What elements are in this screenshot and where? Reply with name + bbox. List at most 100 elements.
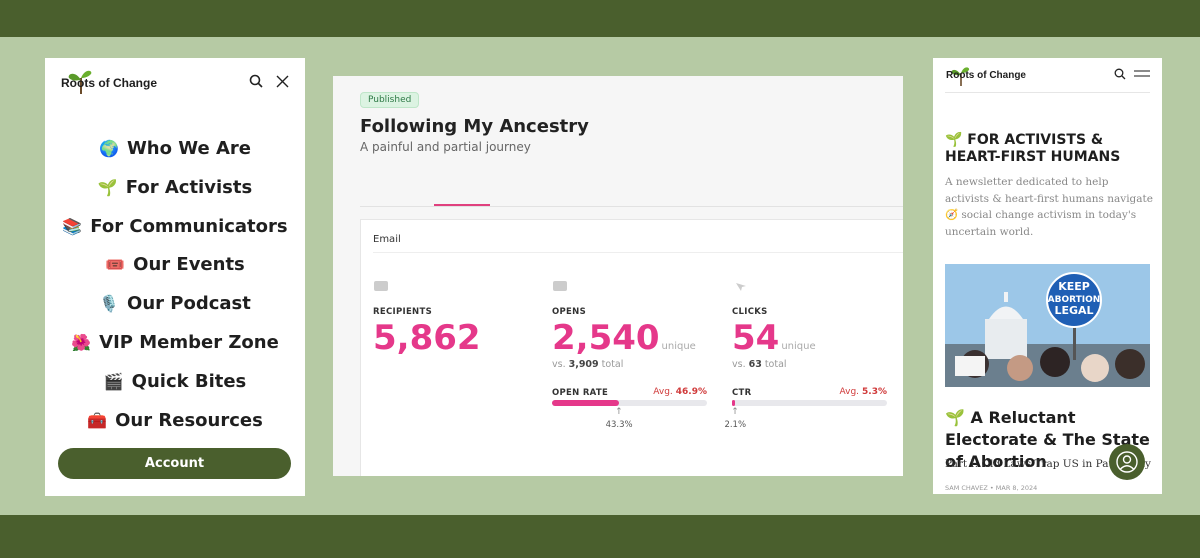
menu-item[interactable]: 🎙️ Our Podcast <box>45 293 305 314</box>
menu-icon: 🎬 <box>103 371 124 391</box>
metric-total: vs. 63 total <box>732 359 787 370</box>
avg-prefix: Avg. <box>839 387 860 397</box>
icon-shape <box>374 281 388 291</box>
search-icon[interactable] <box>249 74 263 88</box>
sign-line: LEGAL <box>1054 304 1093 317</box>
account-button[interactable]: Account <box>58 448 291 479</box>
metric-value: 2,540 <box>552 318 660 358</box>
menu-label: Our Events <box>133 254 245 276</box>
total-suffix: total <box>764 359 787 370</box>
rate-track <box>552 400 707 406</box>
icon-shape <box>553 281 567 291</box>
metric-value: 5,862 <box>373 318 481 358</box>
metric-icon <box>553 281 567 291</box>
menu-icon: 📚 <box>62 216 83 236</box>
total-suffix: total <box>601 359 624 370</box>
menu-icon: 🎙️ <box>99 294 120 314</box>
logo-icon <box>951 67 970 86</box>
analytics-panel: Published Following My Ancestry A painfu… <box>333 76 903 476</box>
rate-average: Avg. 5.3% <box>732 387 888 397</box>
rate-marker: ↑ <box>731 407 739 417</box>
rate-marker: ↑ <box>615 407 623 417</box>
metric-row: 2,540 unique <box>552 318 696 358</box>
total-value: 3,909 <box>568 359 599 370</box>
menu-item[interactable]: 🌺 VIP Member Zone <box>45 332 305 353</box>
card-title: Email <box>373 234 401 245</box>
menu-label: Who We Are <box>126 138 251 159</box>
status-badge: Published <box>360 92 420 108</box>
card-divider <box>373 252 903 253</box>
metric-label: CLICKS <box>732 307 768 317</box>
metric-label: RECIPIENTS <box>373 307 432 317</box>
menu-label: For Communicators <box>90 215 288 237</box>
rate-value: 43.3% <box>605 420 633 430</box>
search-icon[interactable] <box>1114 68 1126 80</box>
active-tab-underline <box>434 204 490 206</box>
total-prefix: vs. <box>732 359 746 370</box>
menu-icon: 🌍 <box>99 139 119 158</box>
avg-value: 5.3% <box>862 387 887 397</box>
menu-item[interactable]: 🎟️ Our Events <box>45 254 305 275</box>
avg-value: 46.9% <box>675 387 707 397</box>
menu-icon: 🌱 <box>97 177 118 197</box>
article-subtitle: Part I: Old Laws Trap US in Patriarchy <box>945 458 1151 470</box>
avg-prefix: Avg. <box>653 387 673 397</box>
close-icon[interactable] <box>276 75 289 88</box>
menu-icon[interactable] <box>1134 69 1150 79</box>
metric-value: 54 <box>732 318 780 358</box>
rate-label: OPEN RATE <box>552 388 609 398</box>
menu-label: Quick Bites <box>131 370 247 392</box>
bottom-band <box>0 515 1200 558</box>
metric-row: 5,862 <box>373 318 481 358</box>
menu-label: Our Resources <box>115 409 263 431</box>
rate-value: 2.1% <box>724 420 747 430</box>
menu-item[interactable]: 🌱 For Activists <box>45 177 305 198</box>
metric-unit: unique <box>781 341 816 352</box>
rate-bar <box>552 400 620 406</box>
rate-track <box>732 400 887 406</box>
tab-divider <box>360 206 903 207</box>
post-subtitle: A painful and partial journey <box>360 140 531 154</box>
menu-label: VIP Member Zone <box>99 332 279 353</box>
menu-icon: 🌺 <box>71 333 92 352</box>
sign-line: KEEP <box>1058 280 1090 293</box>
mobile-panel: Roots of Change 🌱 FOR ACTIVISTS & HEART-… <box>933 58 1162 494</box>
menu-item[interactable]: 📚 For Communicators <box>45 216 305 237</box>
section-description: A newsletter dedicated to help activists… <box>945 176 1153 238</box>
logo-icon <box>68 70 92 94</box>
menu-icon: 🧰 <box>87 410 108 430</box>
byline: SAM CHAVEZ • MAR 8, 2024 <box>945 484 1038 492</box>
menu-item[interactable]: 🌍 Who We Are <box>45 138 305 159</box>
total-prefix: vs. <box>552 359 566 370</box>
metric-unit: unique <box>661 341 696 352</box>
menu-label: Our Podcast <box>127 293 251 315</box>
post-title: Following My Ancestry <box>360 116 589 137</box>
email-card: Email RECIPIENTS 5,862 OPENS 2,540 unique vs.… <box>360 219 903 476</box>
menu-item[interactable]: 🎬 Quick Bites <box>45 371 305 392</box>
icon-shape <box>736 283 746 291</box>
rate-average: Avg. 46.9% <box>552 387 707 397</box>
section-title: 🌱 FOR ACTIVISTS & HEART-FIRST HUMANS <box>945 132 1121 165</box>
logo: Roots of Change <box>61 76 157 90</box>
rate-label: CTR <box>732 388 752 398</box>
menu-icon: 🎟️ <box>105 255 126 275</box>
article-title: 🌱 A Reluctant Electorate & The State of … <box>945 408 1150 471</box>
metric-total: vs. 3,909 total <box>552 359 623 370</box>
top-band <box>0 0 1200 37</box>
metric-icon <box>736 283 746 291</box>
sign-line: ABORTION <box>1048 295 1101 305</box>
rate-bar <box>732 400 736 406</box>
menu-label: For Activists <box>125 176 253 198</box>
menu-item[interactable]: 🧰 Our Resources <box>45 410 305 431</box>
header-divider <box>945 92 1150 93</box>
profile-button[interactable] <box>1108 443 1146 481</box>
metric-row: 54 unique <box>732 318 816 358</box>
total-value: 63 <box>748 359 762 370</box>
metric-label: OPENS <box>552 307 586 317</box>
menu-panel: Roots of Change 🌍 Who We Are 🌱 For Activist… <box>45 58 305 496</box>
logo: Roots of Change <box>946 70 1026 81</box>
metric-icon <box>374 281 388 291</box>
